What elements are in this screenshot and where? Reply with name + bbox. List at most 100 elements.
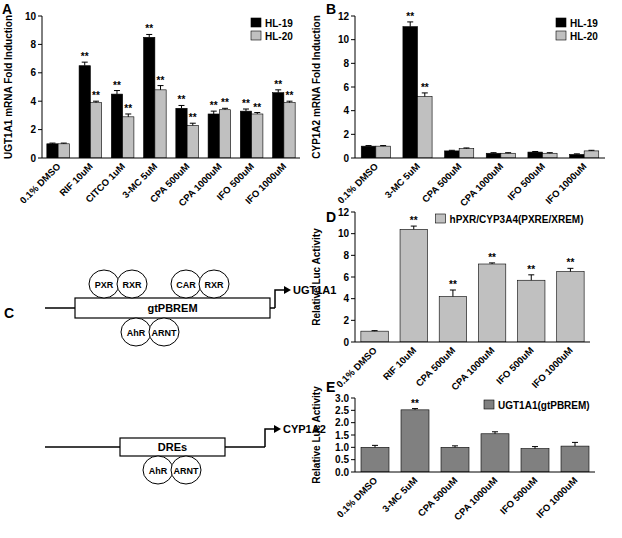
bar — [47, 144, 58, 158]
protein-oval — [171, 456, 201, 484]
annotations: **** — [406, 11, 428, 93]
y-tick-label: 3.0 — [335, 393, 349, 404]
y-tick-label: 10 — [25, 11, 37, 22]
x-axis — [42, 158, 300, 159]
diagram: CUGT1A1gtPBREMPXRRXRCARRXRAhRARNTCYP1A2D… — [4, 270, 336, 484]
legend-label: HL-20 — [265, 31, 293, 42]
legend: HL-19HL-20 — [556, 18, 598, 42]
significance-label: ** — [210, 100, 218, 111]
chart-panel: 0246810UGT1A1 mRNA Fold InductionA******… — [2, 1, 300, 208]
y-tick-label: 1.0 — [335, 442, 349, 453]
error-bar — [125, 114, 131, 117]
error-bar — [158, 86, 164, 90]
error-bar — [422, 93, 428, 97]
x-tick-label: IFO 1000uM — [543, 161, 589, 207]
x-axis — [355, 342, 590, 343]
error-line — [410, 22, 411, 27]
y-tick — [38, 101, 42, 102]
legend-swatch — [436, 214, 446, 223]
y-axis — [355, 398, 356, 472]
error-line — [575, 442, 576, 446]
y-tick-label: 8 — [30, 39, 36, 50]
bar — [400, 229, 427, 342]
error-cap — [452, 445, 458, 446]
legend-swatch — [556, 31, 566, 40]
significance-label: ** — [145, 23, 153, 34]
bar — [219, 110, 230, 158]
protein-label: RXR — [204, 280, 224, 290]
legend-label: UGT1A1(gtPBREM) — [498, 400, 590, 411]
bar — [79, 66, 90, 158]
protein-oval — [117, 270, 147, 298]
bar — [584, 151, 599, 158]
error-cap — [532, 446, 538, 447]
y-tick — [351, 447, 355, 448]
y-tick-label: 4 — [343, 293, 349, 304]
error-line — [531, 275, 532, 280]
chart-panel: 024681012Relative Luc ActivityD*********… — [311, 207, 590, 393]
gene-label: CYP1A2 — [283, 423, 326, 435]
error-line — [84, 62, 85, 66]
y-tick-label: 1.5 — [335, 430, 349, 441]
error-cap — [588, 150, 594, 151]
significance-label: ** — [449, 279, 457, 290]
error-bar — [449, 150, 455, 152]
error-bar — [372, 445, 378, 447]
bar — [155, 90, 166, 158]
x-tick-label: CPA 500uM — [420, 161, 464, 205]
panel-letter: B — [326, 1, 336, 17]
bar — [528, 152, 543, 158]
arrow-head — [284, 286, 291, 294]
error-bar — [222, 108, 228, 109]
protein-label: CAR — [176, 280, 196, 290]
error-cap — [492, 431, 498, 432]
tss-arrow — [265, 429, 275, 447]
x-tick-label: 0.1% DMSO — [334, 345, 379, 390]
bar — [459, 149, 474, 158]
bar — [376, 146, 391, 158]
bar — [441, 447, 469, 472]
error-bar — [243, 109, 249, 111]
y-tick-label: 8 — [343, 250, 349, 261]
error-bar — [380, 145, 386, 147]
y-tick-label: 2 — [343, 129, 349, 140]
protein-label: ARNT — [174, 466, 199, 476]
bar — [570, 154, 585, 158]
error-bar — [492, 432, 498, 434]
bar — [439, 297, 466, 343]
legend: UGT1A1(gtPBREM) — [484, 400, 590, 411]
error-cap — [61, 143, 67, 144]
y-tick — [351, 158, 355, 159]
y-tick — [351, 87, 355, 88]
response-element — [75, 298, 270, 318]
y-tick-label: 12 — [338, 207, 350, 218]
y-tick — [351, 298, 355, 299]
error-cap — [572, 442, 578, 443]
marks — [361, 22, 599, 158]
significance-label: ** — [411, 398, 419, 409]
error-cap — [547, 152, 553, 153]
annotations: **************************** — [81, 23, 294, 123]
bar — [501, 153, 516, 158]
response-element — [120, 438, 225, 456]
y-tick-label: 10 — [338, 228, 350, 239]
x-tick-label: CPA 1000uM — [458, 161, 506, 209]
y-tick-label: 0.0 — [335, 467, 349, 478]
y-axis-label: Relative Luc Activity — [311, 228, 322, 326]
y-tick — [351, 472, 355, 473]
y-tick — [38, 158, 42, 159]
bar — [557, 272, 584, 342]
error-bar — [93, 101, 99, 102]
protein-label: AhR — [149, 466, 168, 476]
legend-label: hPXR/CYP3A4(PXRE/XREM) — [450, 214, 584, 225]
significance-label: ** — [253, 102, 261, 113]
x-tick-label: IFO 500uM — [505, 161, 547, 203]
error-bar — [61, 143, 67, 145]
protein-oval — [171, 270, 201, 298]
y-tick-label: 2.5 — [335, 405, 349, 416]
error-cap — [574, 153, 580, 154]
chart-panel: 0.00.51.01.52.02.53.0Relative Luc Activi… — [311, 379, 595, 522]
error-bar — [450, 290, 456, 297]
x-axis — [355, 472, 595, 473]
error-bar — [588, 150, 594, 152]
